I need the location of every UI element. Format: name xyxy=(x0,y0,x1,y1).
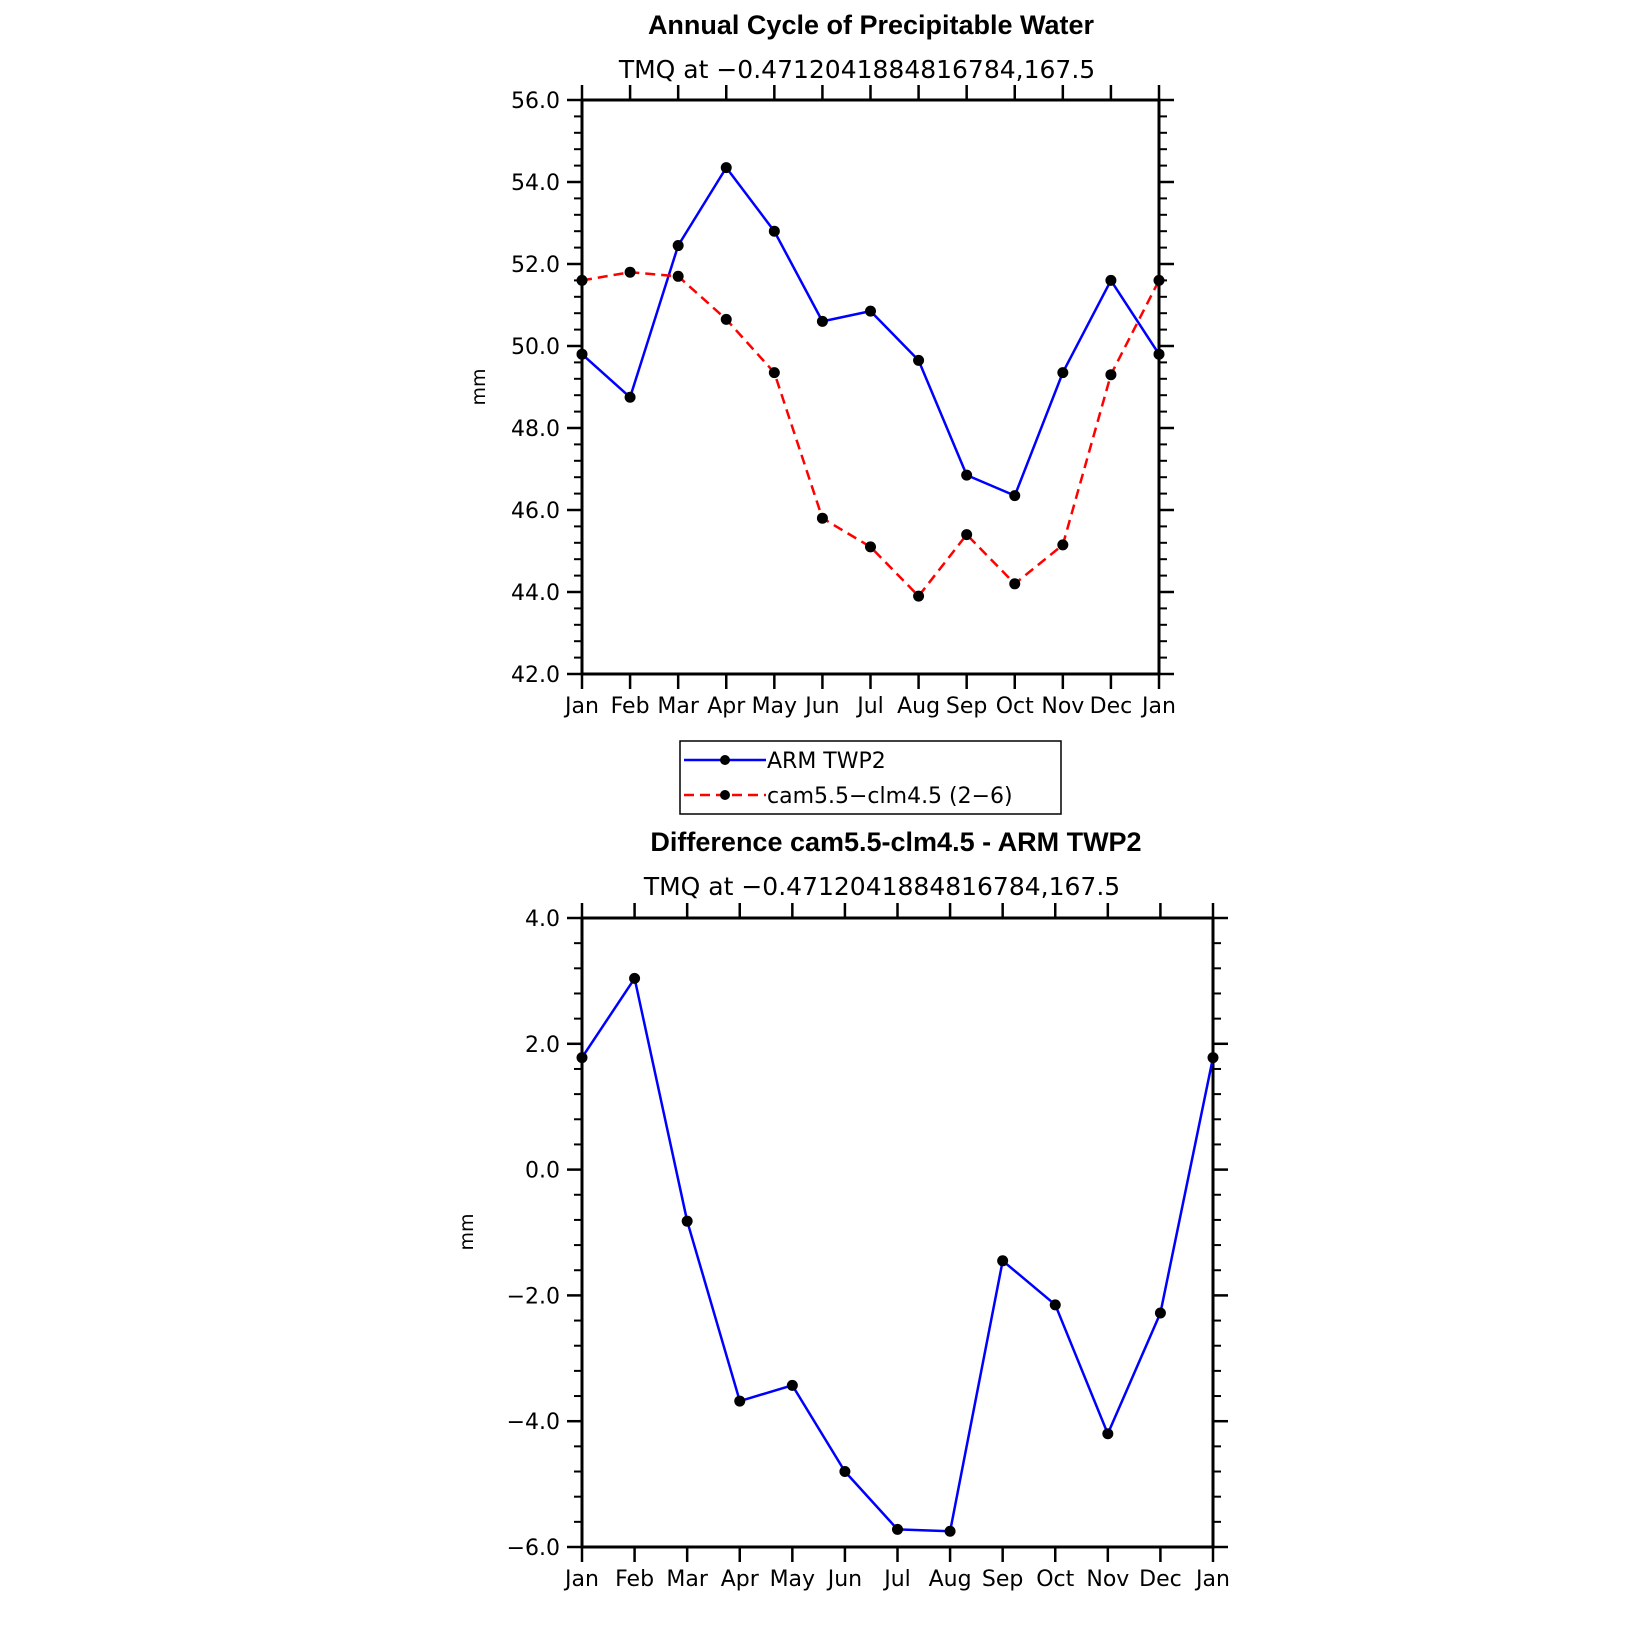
data-point xyxy=(786,1379,798,1391)
x-tick-label: Jan xyxy=(563,1567,599,1592)
data-point xyxy=(1105,369,1117,381)
legend: ARM TWP2 cam5.5−clm4.5 (2−6) xyxy=(679,740,1062,815)
x-tick-label: Apr xyxy=(707,694,746,719)
y-tick-label: −6.0 xyxy=(507,1536,560,1561)
plot-frame xyxy=(580,98,1161,676)
data-point xyxy=(672,270,684,282)
data-point xyxy=(624,391,636,403)
data-point xyxy=(576,274,588,286)
data-point xyxy=(681,1215,693,1227)
data-point xyxy=(1009,578,1021,590)
data-point xyxy=(913,354,925,366)
x-tick-label: Aug xyxy=(897,694,940,719)
x-tick-label: Jun xyxy=(803,694,839,719)
data-point xyxy=(997,1255,1009,1267)
y-tick-label: 52.0 xyxy=(511,253,560,278)
chart-annual-cycle: Annual Cycle of Precipitable Water TMQ a… xyxy=(468,10,1176,815)
x-tick-label: Jul xyxy=(882,1567,911,1592)
y-tick-label: 42.0 xyxy=(511,663,560,688)
x-tick-label: Sep xyxy=(946,694,987,719)
chart-title: Difference cam5.5-clm4.5 - ARM TWP2 xyxy=(650,827,1141,857)
x-tick-label: Nov xyxy=(1086,1567,1129,1592)
chart-subtitle: TMQ at −0.4712041884816784,167.5 xyxy=(643,872,1120,901)
series-line-0 xyxy=(580,977,1215,1533)
data-point xyxy=(961,469,973,481)
x-tick-label: Jun xyxy=(826,1567,862,1592)
series-line-0 xyxy=(581,166,1161,497)
x-tick-label: Jan xyxy=(1194,1567,1230,1592)
data-point xyxy=(1154,1307,1166,1319)
y-tick-label: 56.0 xyxy=(511,89,560,114)
data-point xyxy=(768,367,780,379)
data-point xyxy=(1105,274,1117,286)
data-point xyxy=(865,305,876,317)
y-tick-label: −4.0 xyxy=(507,1410,560,1435)
x-tick-label: Feb xyxy=(611,694,650,719)
x-tick-label: May xyxy=(752,694,797,719)
data-point xyxy=(1102,1428,1114,1440)
data-point xyxy=(1207,1052,1219,1064)
x-tick-label: Jul xyxy=(855,694,884,719)
y-tick-label: 44.0 xyxy=(511,581,560,606)
y-tick-label: 0.0 xyxy=(525,1159,560,1184)
x-tick-label: Nov xyxy=(1041,694,1084,719)
x-tick-label: Dec xyxy=(1139,1567,1182,1592)
x-tick-label: Mar xyxy=(666,1567,708,1592)
data-point xyxy=(672,240,684,252)
x-tick-label: Feb xyxy=(615,1567,654,1592)
x-tick-label: Jan xyxy=(563,694,599,719)
y-tick-label: −2.0 xyxy=(507,1284,560,1309)
x-tick-label: Oct xyxy=(996,694,1034,719)
y-tick-label: 46.0 xyxy=(511,499,560,524)
legend-label-arm-twp2: ARM TWP2 xyxy=(767,749,886,774)
y-tick-label: 50.0 xyxy=(511,335,560,360)
data-point xyxy=(629,972,641,984)
data-point xyxy=(1153,274,1165,286)
data-point xyxy=(913,590,925,602)
data-point xyxy=(734,1395,746,1407)
data-point xyxy=(865,541,876,553)
y-tick-label: 54.0 xyxy=(511,171,560,196)
data-point xyxy=(720,313,732,325)
x-tick-label: Apr xyxy=(721,1567,760,1592)
chart-difference: Difference cam5.5-clm4.5 - ARM TWP2 TMQ … xyxy=(456,827,1230,1592)
x-tick-label: May xyxy=(770,1567,815,1592)
legend-box xyxy=(679,740,1062,815)
x-tick-label: Jan xyxy=(1140,694,1176,719)
data-point xyxy=(624,266,636,278)
data-point xyxy=(1153,348,1165,360)
data-point xyxy=(961,529,973,541)
x-tick-label: Aug xyxy=(929,1567,972,1592)
x-tick-label: Sep xyxy=(982,1567,1023,1592)
data-point xyxy=(576,1052,588,1064)
data-point xyxy=(839,1466,851,1478)
y-tick-label: 2.0 xyxy=(525,1033,560,1058)
data-point xyxy=(1049,1299,1061,1311)
data-point xyxy=(720,162,732,174)
chart-title: Annual Cycle of Precipitable Water xyxy=(648,10,1095,40)
y-axis-label: mm xyxy=(456,1213,478,1250)
data-point xyxy=(892,1523,903,1535)
x-tick-label: Dec xyxy=(1090,694,1133,719)
x-tick-label: Mar xyxy=(657,694,699,719)
data-point xyxy=(1057,539,1069,551)
y-tick-label: 48.0 xyxy=(511,417,560,442)
data-point xyxy=(816,315,828,327)
legend-label-cam55: cam5.5−clm4.5 (2−6) xyxy=(767,784,1013,809)
data-point xyxy=(816,512,828,524)
data-point xyxy=(1057,367,1069,379)
x-tick-label: Oct xyxy=(1036,1567,1074,1592)
legend-marker-cam55 xyxy=(720,790,730,800)
data-point xyxy=(576,348,588,360)
y-axis-label: mm xyxy=(468,368,490,405)
data-point xyxy=(768,225,780,237)
data-point xyxy=(944,1525,956,1537)
legend-marker-arm-twp2 xyxy=(720,755,730,765)
y-tick-label: 4.0 xyxy=(525,907,560,932)
data-point xyxy=(1009,490,1021,502)
chart-subtitle: TMQ at −0.4712041884816784,167.5 xyxy=(618,55,1095,84)
plot-frame xyxy=(580,916,1215,1549)
